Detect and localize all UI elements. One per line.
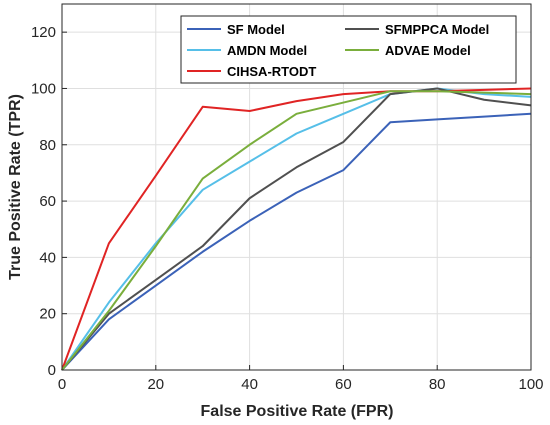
series-lines	[61, 87, 532, 371]
x-axis-ticks: 0 20 40 60 80 100	[58, 365, 544, 393]
plot-frame	[61, 3, 532, 371]
y-tick-label: 120	[31, 24, 56, 41]
x-tick-label: 40	[241, 376, 258, 393]
y-tick-label: 20	[39, 306, 56, 323]
series-line-advae-model	[61, 90, 532, 371]
x-tick-label: 100	[518, 376, 543, 393]
series-line-sf-model	[61, 112, 532, 371]
x-tick-label: 80	[429, 376, 446, 393]
y-axis-label: True Positive Rate (TPR)	[7, 94, 24, 280]
x-tick-label: 20	[147, 376, 164, 393]
legend-label: SF Model	[227, 22, 285, 37]
legend-label: AMDN Model	[227, 43, 307, 58]
x-axis-label: False Positive Rate (FPR)	[201, 403, 394, 420]
legend-label: SFMPPCA Model	[385, 22, 489, 37]
legend-label: ADVAE Model	[385, 43, 471, 58]
x-tick-label: 60	[335, 376, 352, 393]
legend-label: CIHSA-RTODT	[227, 64, 316, 79]
y-tick-label: 0	[48, 362, 56, 379]
x-tick-label: 0	[58, 376, 66, 393]
y-tick-label: 80	[39, 137, 56, 154]
y-tick-label: 40	[39, 249, 56, 266]
y-tick-label: 100	[31, 80, 56, 97]
legend: SF Model SFMPPCA Model AMDN Model ADVAE Mod…	[180, 15, 517, 84]
y-tick-label: 60	[39, 193, 56, 210]
y-axis-ticks: 0 20 40 60 80 100 120	[31, 24, 67, 379]
